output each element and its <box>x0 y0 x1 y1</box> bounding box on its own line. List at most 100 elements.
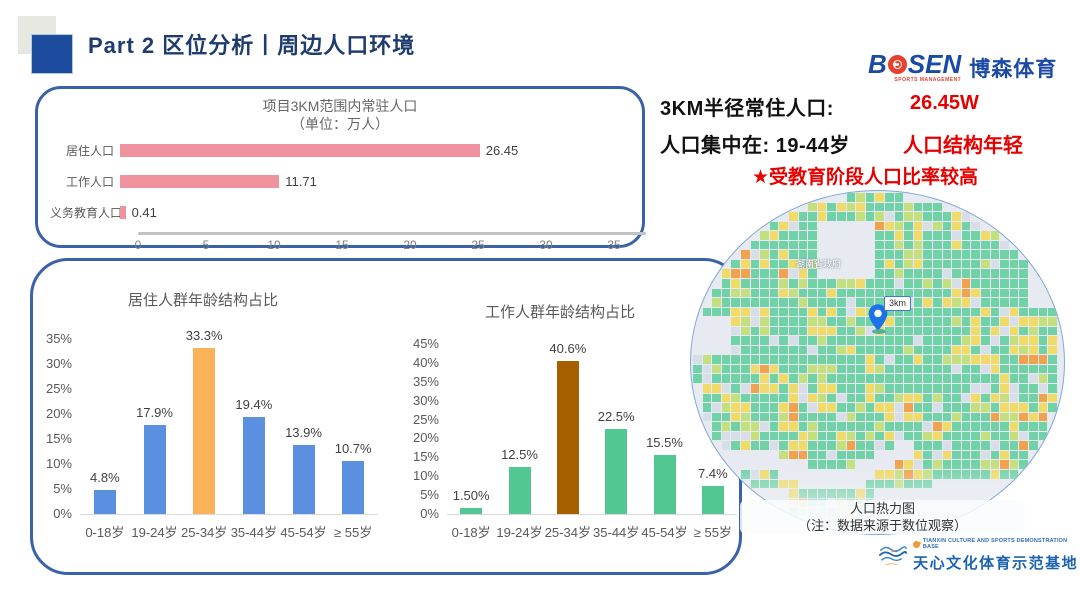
heat-cell <box>942 288 952 298</box>
heat-cell <box>741 355 750 364</box>
heat-cell <box>933 422 942 431</box>
hbar-value-label: 0.41 <box>131 205 157 220</box>
heat-cell <box>789 364 798 374</box>
bosen-wordmark: B SEN SPORTS MANAGEMENT <box>868 51 961 83</box>
heat-cell <box>827 288 836 298</box>
heat-cell <box>702 384 712 393</box>
heat-cell <box>741 278 750 288</box>
heat-cell <box>942 422 952 431</box>
heat-cell <box>798 250 808 259</box>
heat-cell <box>731 364 740 374</box>
heat-cell <box>741 431 750 441</box>
heat-cell <box>894 374 904 384</box>
heat-cell <box>731 288 740 298</box>
heat-cell <box>942 278 952 288</box>
heat-cell <box>817 374 827 384</box>
heat-cell <box>942 431 952 441</box>
x-axis-category-label: 19-24岁 <box>131 525 178 540</box>
heat-cell <box>885 364 894 374</box>
heat-cell <box>923 298 932 307</box>
heat-cell <box>1029 374 1038 384</box>
heat-cell <box>750 431 760 441</box>
heat-cell <box>981 393 990 403</box>
heat-cell <box>913 384 923 393</box>
heat-cell <box>1019 259 1028 269</box>
heat-cell <box>942 307 952 317</box>
bar <box>93 490 116 514</box>
heat-cell <box>721 412 731 422</box>
heat-cell <box>971 326 980 336</box>
heat-cell <box>846 412 856 422</box>
heat-cell <box>865 288 875 298</box>
age-structure-panel <box>30 258 742 575</box>
heat-cell <box>1009 364 1019 374</box>
heat-cell <box>789 374 798 384</box>
heat-cell <box>1048 393 1057 403</box>
heat-cell <box>779 221 788 231</box>
heat-cell <box>837 278 846 288</box>
heat-cell <box>913 317 923 326</box>
heat-cell <box>789 298 798 307</box>
heat-cell <box>798 364 808 374</box>
heat-cell <box>702 307 712 317</box>
heat-cell <box>808 307 817 317</box>
x-axis-category-label: 0-18岁 <box>85 525 125 540</box>
heat-cell <box>1038 307 1048 317</box>
heat-cell <box>798 441 808 450</box>
heat-cell <box>789 441 798 450</box>
heat-cell <box>808 298 817 307</box>
heat-cell <box>837 441 846 450</box>
heat-cell <box>856 441 865 450</box>
heat-cell <box>952 212 961 221</box>
heat-cell <box>952 403 961 412</box>
heat-cell <box>779 269 788 278</box>
heat-cell <box>798 307 808 317</box>
bar-value-label: 19.4% <box>235 397 273 412</box>
heat-cell <box>721 441 731 450</box>
heat-cell <box>808 431 817 441</box>
heat-cell <box>712 431 721 441</box>
heat-cell <box>971 317 980 326</box>
heat-cell <box>721 364 731 374</box>
hbar-axis-tick: 20 <box>403 238 417 252</box>
heat-cell <box>760 326 769 336</box>
heat-cell <box>971 450 980 460</box>
heat-cell <box>789 317 798 326</box>
x-axis-category-label: 25-34岁 <box>544 525 591 540</box>
heat-cell <box>846 212 856 221</box>
heat-cell <box>760 298 769 307</box>
radius-label: 3km <box>884 296 912 311</box>
heat-cell <box>942 412 952 422</box>
heat-cell <box>933 403 942 412</box>
heat-cell <box>933 259 942 269</box>
heat-cell <box>827 431 836 441</box>
heat-cell <box>760 403 769 412</box>
bosen-chinese-name: 博森体育 <box>969 57 1058 81</box>
heat-cell <box>971 278 980 288</box>
heat-cell <box>933 231 942 240</box>
heat-cell <box>712 422 721 431</box>
heat-cell <box>904 259 913 269</box>
heat-cell <box>769 240 779 250</box>
bar-value-label: 22.5% <box>597 409 635 424</box>
heat-cell <box>885 441 894 450</box>
heat-cell <box>875 259 884 269</box>
heat-cell <box>1019 431 1028 441</box>
bar <box>193 347 216 514</box>
heat-cell <box>885 326 894 336</box>
heat-cell <box>1048 307 1057 317</box>
heat-cell <box>769 412 779 422</box>
heat-cell <box>894 431 904 441</box>
heat-cell <box>981 384 990 393</box>
heat-cell <box>760 355 769 364</box>
heat-cell <box>990 412 1000 422</box>
y-axis-tick: 5% <box>53 481 72 496</box>
heat-cell <box>1048 326 1057 336</box>
hbar-axis-tick: 25 <box>471 238 485 252</box>
heat-cell <box>913 336 923 345</box>
heat-cell <box>961 288 971 298</box>
heat-cell <box>885 403 894 412</box>
heat-cell <box>731 374 740 384</box>
heat-cell <box>750 412 760 422</box>
heat-cell <box>837 422 846 431</box>
